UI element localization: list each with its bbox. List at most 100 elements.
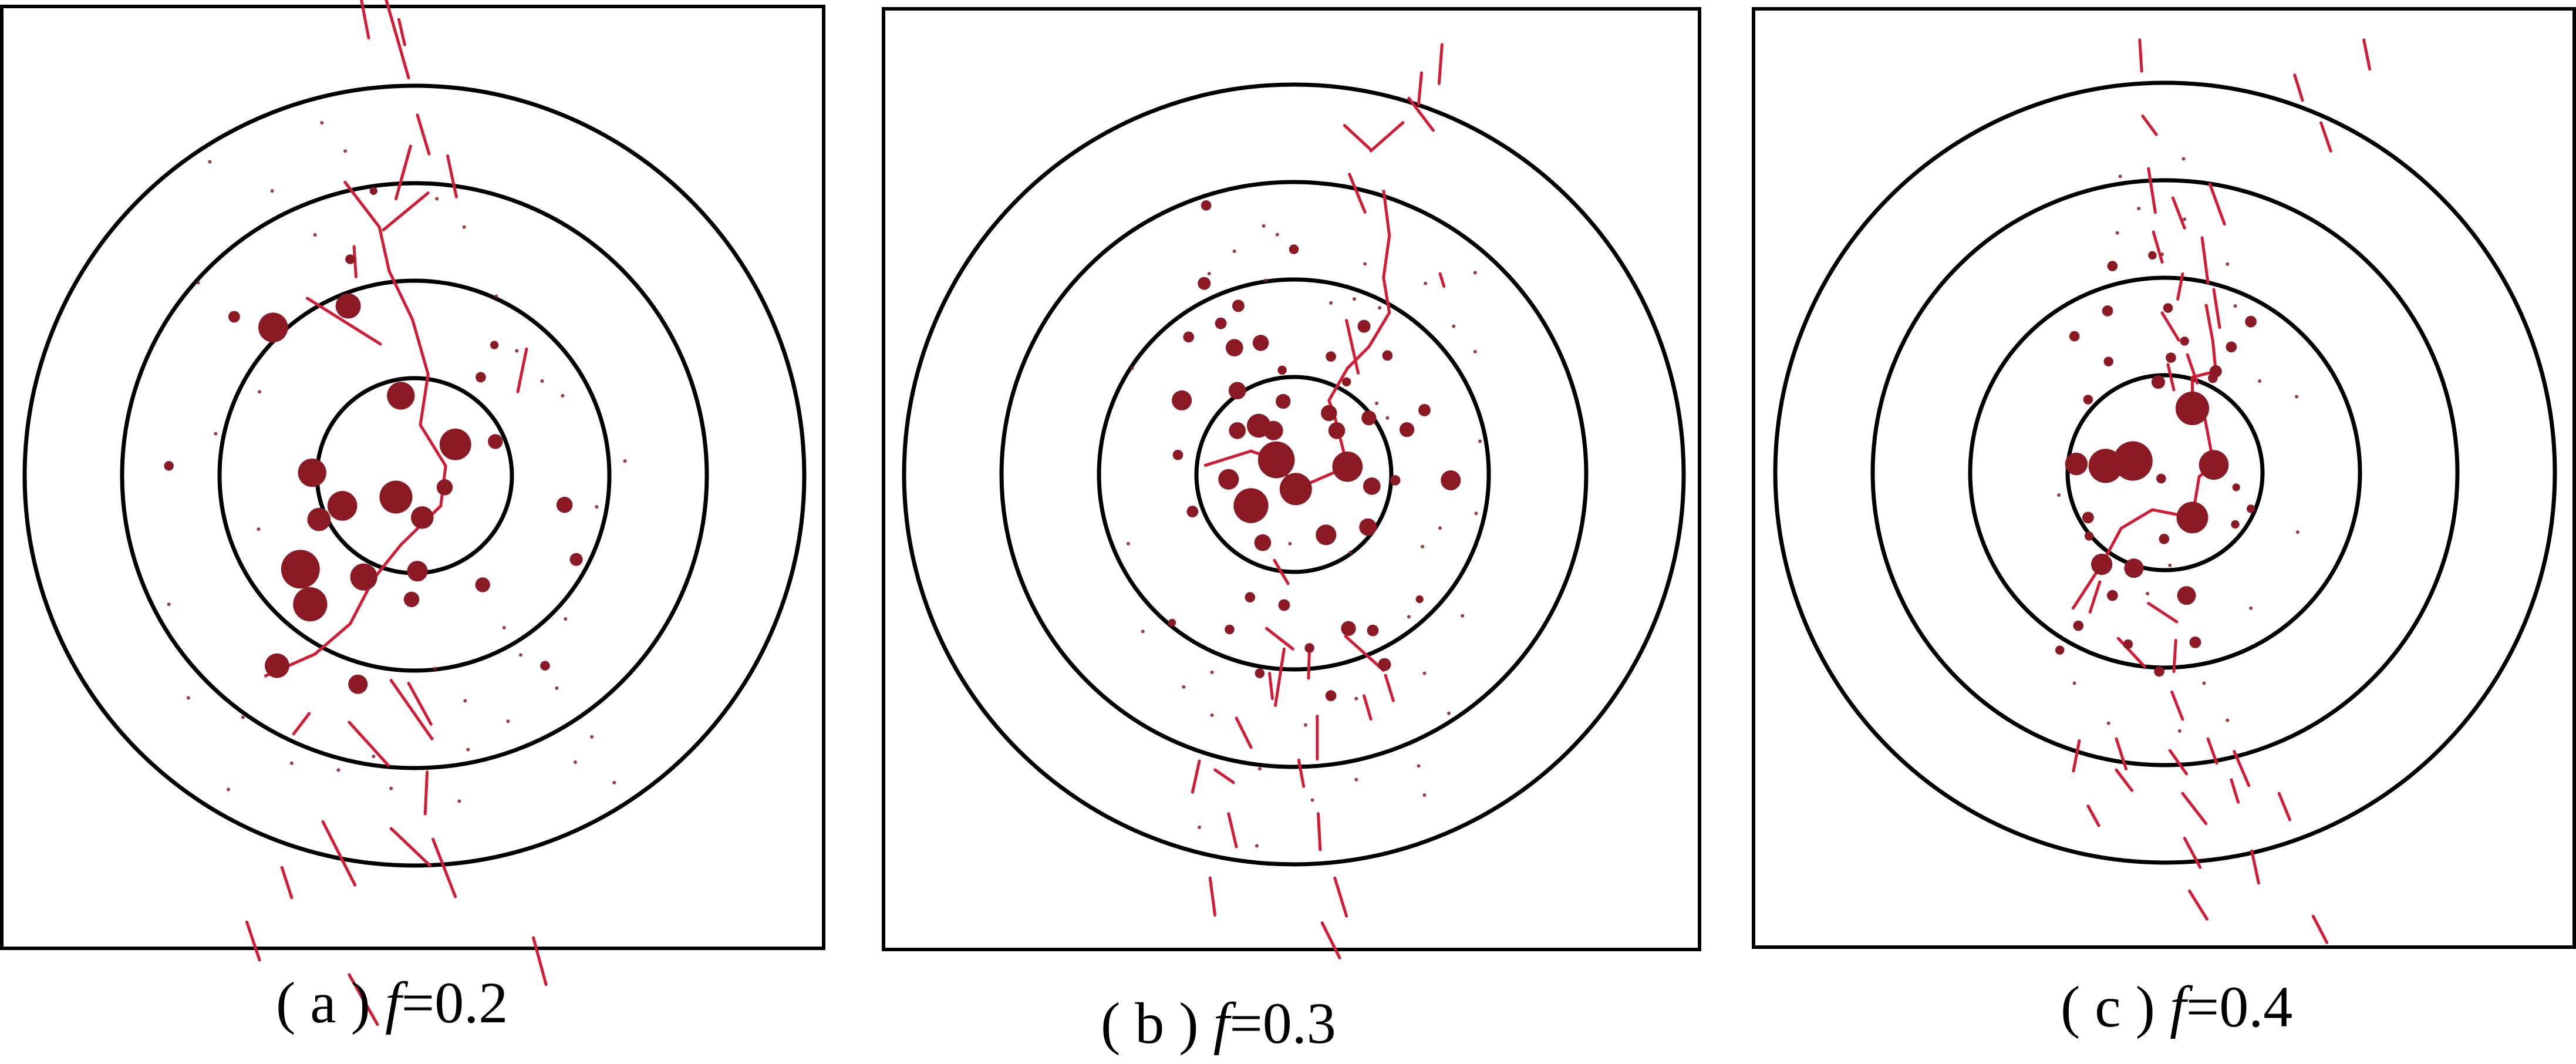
- crack-segment: [1268, 672, 1274, 701]
- crack-segment: [1273, 558, 1290, 585]
- caption-b-value: =0.3: [1229, 991, 1336, 1056]
- fine-particle: [1197, 825, 1201, 829]
- crack-segment: [2230, 778, 2240, 804]
- crack-segment: [1438, 272, 1446, 288]
- crack-segment: [2277, 792, 2291, 821]
- fine-particle: [186, 696, 190, 700]
- fine-particle: [336, 768, 340, 772]
- particle: [2107, 590, 2118, 601]
- crack-segment: [1437, 43, 1444, 85]
- particle: [2103, 356, 2113, 367]
- particle: [1172, 450, 1184, 460]
- fine-particle: [1257, 767, 1262, 771]
- crack-segment: [1369, 121, 1405, 153]
- fine-particle: [1422, 793, 1427, 797]
- particle: [411, 506, 434, 529]
- fine-particle: [518, 653, 522, 657]
- crack-segment: [2147, 601, 2179, 624]
- fine-particle: [573, 760, 577, 765]
- particle: [1215, 317, 1227, 329]
- fine-particle: [343, 149, 348, 153]
- particle: [2246, 504, 2255, 513]
- ring-4: [22, 83, 807, 868]
- particle: [1341, 621, 1356, 636]
- ring-1: [315, 376, 514, 575]
- caption-a-label: ( a ): [276, 970, 370, 1035]
- fine-particle: [226, 787, 230, 792]
- particle: [379, 480, 413, 514]
- fine-particle: [1354, 777, 1358, 782]
- crack-segment: [2188, 889, 2209, 921]
- particle: [1418, 403, 1431, 416]
- particle: [298, 458, 326, 487]
- particle: [327, 491, 358, 521]
- crack-segment: [360, 0, 370, 40]
- caption-c: ( c ) f=0.4: [2061, 978, 2292, 1036]
- fine-particle: [2233, 304, 2237, 308]
- ring-1: [1194, 375, 1394, 574]
- fine-particle: [1478, 439, 1482, 443]
- crack-segment: [2086, 804, 2100, 827]
- crack-segment: [2147, 167, 2157, 214]
- particle: [403, 591, 420, 608]
- crack-segment: [245, 920, 261, 962]
- particle: [1415, 595, 1424, 604]
- particle: [2073, 620, 2084, 631]
- crack-segment: [2152, 230, 2164, 264]
- crack-segment: [2311, 914, 2329, 944]
- particle: [2124, 558, 2144, 578]
- particle: [490, 341, 499, 349]
- particle: [569, 553, 583, 566]
- fine-particle: [590, 735, 594, 739]
- fine-particle: [1352, 297, 1356, 301]
- crack-segment: [516, 347, 528, 393]
- fine-particle: [1329, 301, 1333, 305]
- fine-particle: [623, 459, 627, 463]
- particle: [1321, 405, 1337, 422]
- crack-segment: [532, 936, 548, 986]
- particle: [1201, 200, 1212, 211]
- crack-segment: [2200, 236, 2210, 284]
- fine-particle: [1310, 798, 1314, 802]
- particle: [1399, 422, 1415, 437]
- particle: [1326, 351, 1336, 362]
- panel-c: [1752, 7, 2576, 949]
- particle: [1183, 331, 1195, 343]
- fine-particle: [1417, 764, 1421, 768]
- particle: [293, 587, 328, 622]
- crack-segment: [416, 113, 431, 156]
- particle: [2151, 375, 2165, 389]
- crack-segment: [1363, 694, 1373, 721]
- particle: [1359, 518, 1377, 536]
- particle: [2082, 511, 2094, 524]
- fine-particle: [561, 393, 565, 398]
- fine-particle: [320, 121, 324, 125]
- caption-a-value: =0.2: [401, 970, 508, 1035]
- caption-c-value: =0.4: [2186, 974, 2293, 1039]
- panel-a: [0, 0, 825, 1026]
- caption-c-label: ( c ): [2061, 974, 2155, 1039]
- particle: [1245, 592, 1256, 602]
- fine-particle: [457, 799, 461, 803]
- particle: [1341, 377, 1351, 386]
- particle: [2180, 336, 2189, 346]
- fine-particle: [1182, 685, 1186, 689]
- ring-3: [999, 180, 1589, 769]
- particle: [1228, 382, 1246, 400]
- fine-particle: [1461, 614, 1465, 618]
- fine-particle: [1421, 544, 1425, 548]
- particle: [2088, 449, 2123, 483]
- particle: [2231, 520, 2240, 529]
- particle: [2177, 586, 2196, 605]
- particle: [2175, 391, 2210, 426]
- particle: [164, 461, 174, 471]
- crack-segment: [1208, 876, 1217, 917]
- fine-particle: [2106, 721, 2110, 725]
- crack-segment: [2115, 737, 2128, 771]
- crack-chain: [264, 180, 447, 678]
- particle: [2154, 666, 2164, 677]
- panel-frame: [882, 7, 1701, 951]
- particle: [2159, 534, 2170, 544]
- fine-particle: [1474, 511, 1478, 516]
